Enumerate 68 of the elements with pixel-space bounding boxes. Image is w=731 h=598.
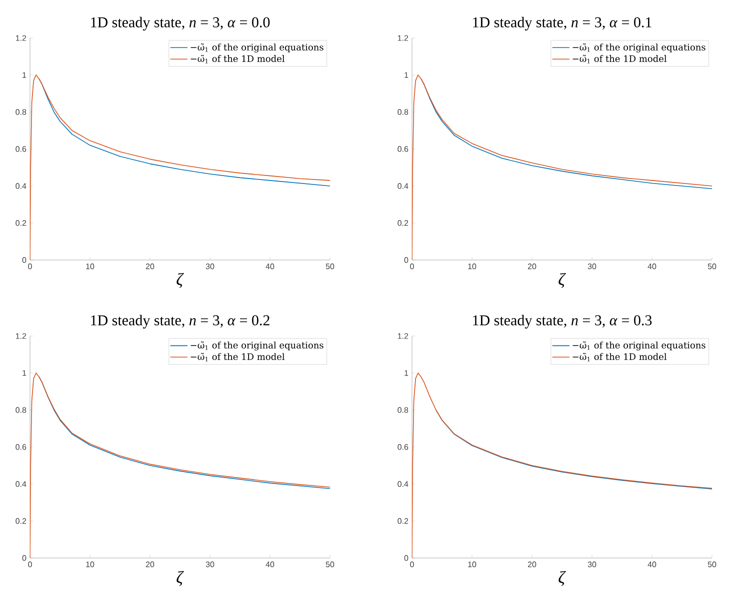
x-tick-label: 50 bbox=[326, 264, 334, 270]
y-tick-label: 0 bbox=[404, 555, 408, 561]
x-tick-label: 0 bbox=[28, 562, 32, 568]
x-tick-label: 10 bbox=[86, 562, 94, 568]
x-tick-label: 40 bbox=[266, 264, 274, 270]
y-tick-label: 0.2 bbox=[16, 518, 26, 524]
y-tick-label: 0.6 bbox=[398, 444, 408, 450]
y-tick-label: 0.8 bbox=[398, 109, 408, 115]
x-tick-label: 20 bbox=[528, 264, 536, 270]
y-tick-label: 0 bbox=[22, 257, 26, 263]
legend-label: −ω̃$_{1}$ of the 1D model bbox=[190, 352, 285, 362]
y-tick-label: 1.2 bbox=[16, 35, 26, 41]
x-tick-label: 40 bbox=[648, 264, 656, 270]
y-tick-label: 1 bbox=[404, 370, 408, 376]
y-tick-label: 0.8 bbox=[398, 407, 408, 413]
y-tick-label: 1.2 bbox=[16, 333, 26, 339]
y-tick-label: 0 bbox=[22, 555, 26, 561]
y-tick-label: 0.4 bbox=[16, 183, 26, 189]
x-tick-label: 20 bbox=[146, 562, 154, 568]
y-tick-label: 0.2 bbox=[398, 518, 408, 524]
y-tick-label: 0.8 bbox=[16, 407, 26, 413]
y-tick-label: 1 bbox=[22, 370, 26, 376]
x-tick-label: 30 bbox=[588, 562, 596, 568]
x-axis-title: ζ bbox=[558, 273, 566, 288]
x-tick-label: 30 bbox=[206, 562, 214, 568]
legend-label: −ω̃$_{1}$ of the original equations bbox=[572, 341, 706, 350]
chart-title: 1D steady state, n = 3, α = 0.0 bbox=[91, 16, 270, 30]
legend-label: −ω̃$_{1}$ of the 1D model bbox=[572, 352, 667, 362]
y-tick-label: 0.8 bbox=[16, 109, 26, 115]
x-tick-label: 40 bbox=[266, 562, 274, 568]
x-tick-label: 10 bbox=[468, 562, 476, 568]
x-tick-label: 50 bbox=[708, 562, 716, 568]
legend-label: −ω̃$_{1}$ of the original equations bbox=[572, 43, 706, 52]
chart-title: 1D steady state, n = 3, α = 0.3 bbox=[473, 314, 652, 328]
y-tick-label: 1 bbox=[404, 72, 408, 78]
x-axis-title: ζ bbox=[176, 273, 184, 288]
y-tick-label: 0 bbox=[404, 257, 408, 263]
y-tick-label: 0.6 bbox=[16, 146, 26, 152]
x-tick-label: 0 bbox=[410, 264, 414, 270]
legend-label: −ω̃$_{1}$ of the original equations bbox=[190, 341, 324, 350]
x-tick-label: 20 bbox=[528, 562, 536, 568]
x-tick-label: 30 bbox=[588, 264, 596, 270]
x-tick-label: 50 bbox=[326, 562, 334, 568]
legend-label: −ω̃$_{1}$ of the 1D model bbox=[572, 54, 667, 64]
y-tick-label: 0.4 bbox=[16, 481, 26, 487]
x-axis-title: ζ bbox=[558, 571, 566, 586]
chart-title: 1D steady state, n = 3, α = 0.2 bbox=[91, 314, 270, 328]
y-tick-label: 0.2 bbox=[16, 220, 26, 226]
y-tick-label: 0.6 bbox=[16, 444, 26, 450]
y-tick-label: 0.4 bbox=[398, 183, 408, 189]
legend-label: −ω̃$_{1}$ of the original equations bbox=[190, 43, 324, 52]
x-tick-label: 0 bbox=[410, 562, 414, 568]
x-tick-label: 40 bbox=[648, 562, 656, 568]
x-tick-label: 0 bbox=[28, 264, 32, 270]
x-tick-label: 20 bbox=[146, 264, 154, 270]
x-axis-title: ζ bbox=[176, 571, 184, 586]
y-tick-label: 1 bbox=[22, 72, 26, 78]
y-tick-label: 0.6 bbox=[398, 146, 408, 152]
x-tick-label: 10 bbox=[468, 264, 476, 270]
y-tick-label: 0.4 bbox=[398, 481, 408, 487]
x-tick-label: 50 bbox=[708, 264, 716, 270]
x-tick-label: 30 bbox=[206, 264, 214, 270]
y-tick-label: 1.2 bbox=[398, 333, 408, 339]
y-tick-label: 1.2 bbox=[398, 35, 408, 41]
legend-label: −ω̃$_{1}$ of the 1D model bbox=[190, 54, 285, 64]
chart-title: 1D steady state, n = 3, α = 0.1 bbox=[473, 16, 652, 30]
x-tick-label: 10 bbox=[86, 264, 94, 270]
y-tick-label: 0.2 bbox=[398, 220, 408, 226]
